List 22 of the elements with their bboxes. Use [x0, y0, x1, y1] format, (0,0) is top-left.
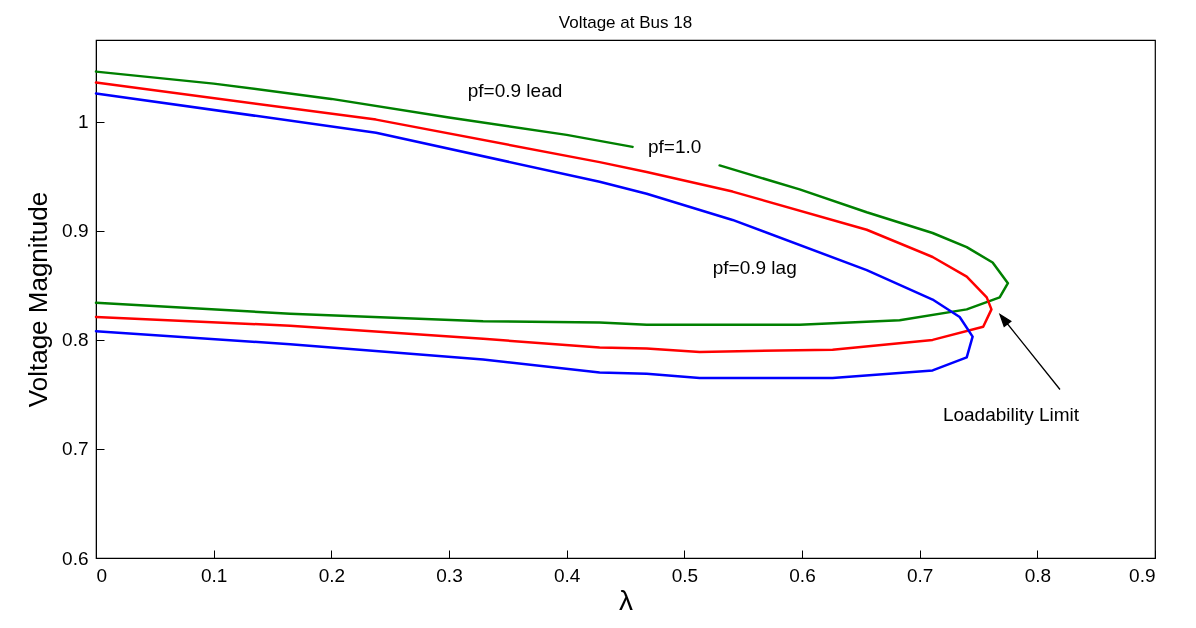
x-tick-label: 0.4: [553, 564, 581, 586]
x-tick-label: 0.3: [436, 564, 463, 586]
series-label: pf=0.9 lead: [467, 80, 563, 102]
x-tick-label: 0.5: [671, 564, 699, 586]
x-tick-label: 0.7: [906, 564, 934, 586]
y-tick-label: 0.8: [62, 329, 89, 351]
x-tick-label: 0.9: [1129, 564, 1156, 586]
y-tick-label: 0.7: [62, 438, 89, 460]
x-tick-label: 0.8: [1024, 564, 1052, 586]
series-label: pf=1.0: [648, 135, 702, 157]
y-tick-label: 0.6: [62, 547, 89, 569]
chart-title: Voltage at Bus 18: [558, 13, 693, 32]
x-tick-label: 0.1: [200, 564, 228, 586]
x-axis-title: λ: [619, 584, 633, 616]
y-tick-label: 1: [77, 111, 89, 133]
x-tick-label: 0.6: [789, 564, 816, 586]
x-tick-label: 0: [96, 564, 108, 586]
y-axis-title: Voltage Magnitude: [23, 191, 54, 408]
x-tick-label: 0.2: [318, 564, 346, 586]
annotation: Loadability Limit: [942, 404, 1080, 425]
series-label: pf=0.9 lag: [712, 257, 797, 279]
y-tick-label: 0.9: [62, 220, 89, 242]
